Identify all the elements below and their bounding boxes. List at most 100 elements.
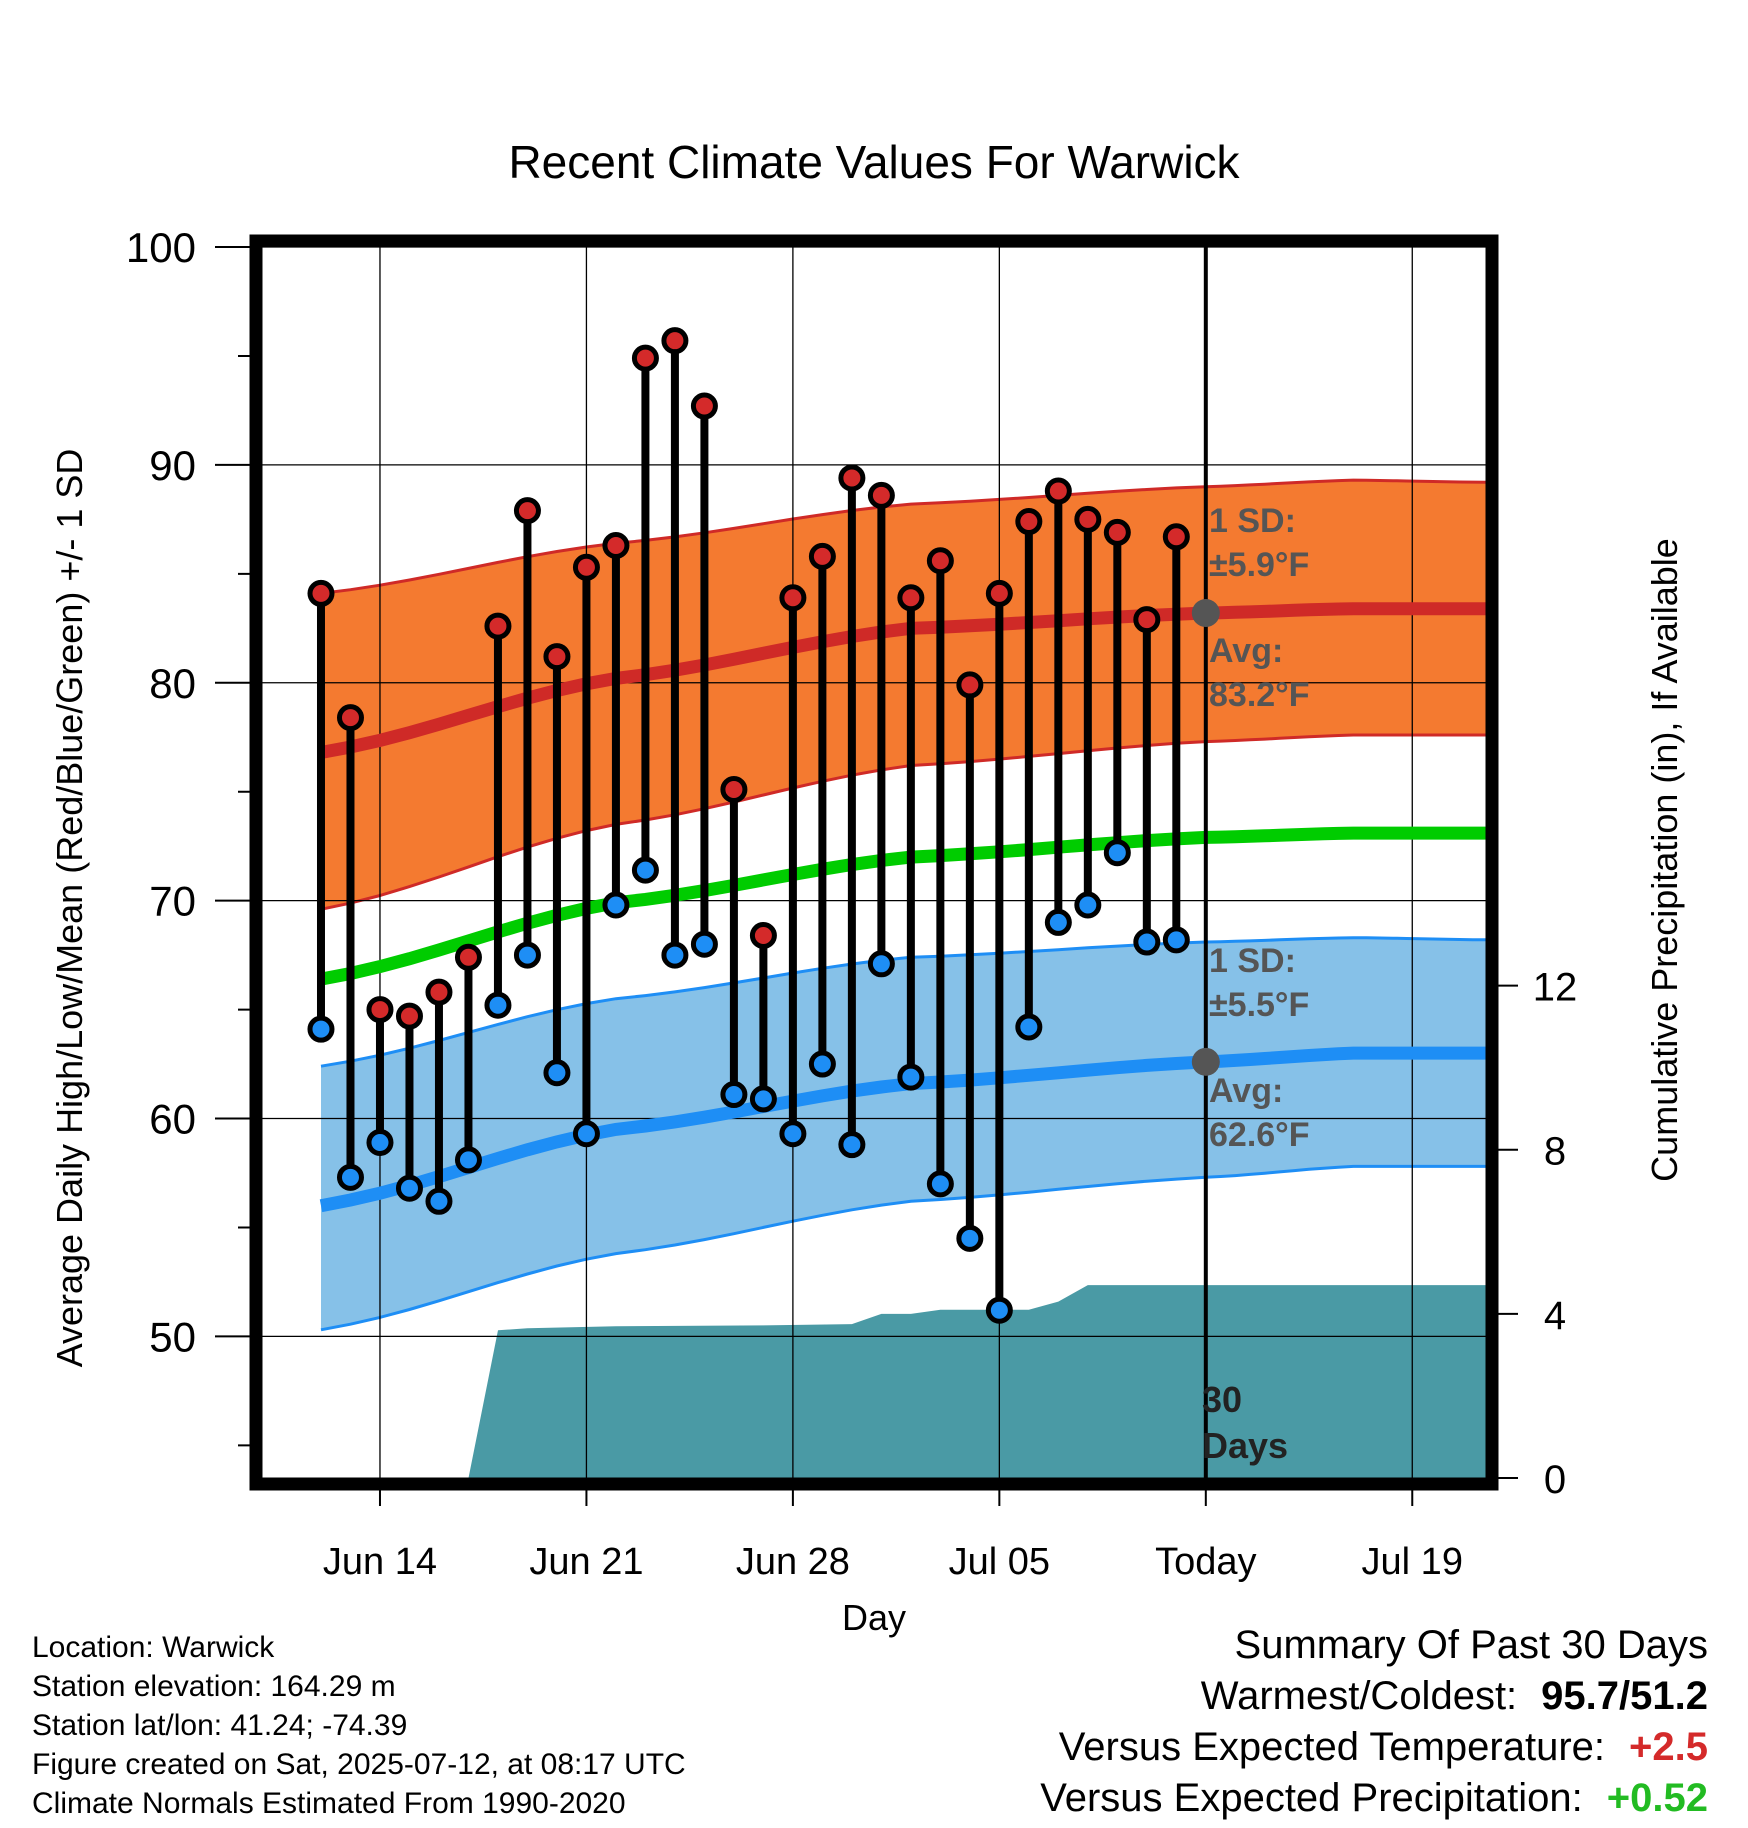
daily-low-point <box>661 941 689 969</box>
daily-low-point <box>366 1128 394 1156</box>
daily-low-point <box>690 930 718 958</box>
daily-low-point <box>1044 908 1072 936</box>
daily-observations <box>307 327 1190 1324</box>
daily-high-point <box>1133 606 1161 634</box>
daily-high-point <box>749 921 777 949</box>
daily-high-point <box>956 671 984 699</box>
station-elevation: Station elevation: 164.29 m <box>32 1670 396 1703</box>
daily-high-point <box>897 584 925 612</box>
low-band-upper-edge <box>320 936 1487 1068</box>
today-high-avg-dot <box>1191 599 1220 628</box>
left-tick-label: 70 <box>149 878 196 925</box>
today-low-avg-dot <box>1191 1047 1220 1076</box>
daily-low-point <box>1133 928 1161 956</box>
low-sd-value: ±5.5°F <box>1209 986 1309 1024</box>
high-sd-label: 1 SD: <box>1209 502 1296 540</box>
daily-low-point <box>838 1131 866 1159</box>
daily-high-point <box>543 643 571 671</box>
summary-panel: Summary Of Past 30 Days Warmest/Coldest:… <box>1040 1620 1708 1824</box>
x-tick-label: Jun 21 <box>529 1541 643 1583</box>
daily-high-point <box>661 327 689 355</box>
x-tick-label: Jun 14 <box>323 1541 437 1583</box>
daily-high-point <box>513 497 541 525</box>
chart-title: Recent Climate Values For Warwick <box>508 136 1240 188</box>
daily-low-point <box>454 1146 482 1174</box>
daily-high-point <box>1044 477 1072 505</box>
low-avg-value: 62.6°F <box>1209 1116 1310 1154</box>
warm-cold-value: 95.7/51.2 <box>1541 1674 1708 1718</box>
daily-low-point <box>336 1163 364 1191</box>
cumulative-precip-area <box>439 1285 1486 1478</box>
figure-created: Figure created on Sat, 2025-07-12, at 08… <box>32 1748 686 1781</box>
daily-high-point <box>395 1002 423 1030</box>
x-axis-label: Day <box>842 1597 906 1638</box>
today-days-word: Days <box>1202 1425 1288 1466</box>
temp-anomaly-label: Versus Expected Temperature: <box>1058 1725 1606 1769</box>
daily-high-point <box>779 584 807 612</box>
daily-high-point <box>307 579 335 607</box>
station-latlon: Station lat/lon: 41.24; -74.39 <box>32 1709 408 1742</box>
right-tick-label: 8 <box>1544 1130 1566 1174</box>
y-axis-label-right: Cumulative Precipitation (in), If Availa… <box>1644 538 1685 1182</box>
x-tick-label: Jul 05 <box>949 1541 1050 1583</box>
low-sd-label: 1 SD: <box>1209 942 1296 980</box>
daily-low-point <box>897 1063 925 1091</box>
plot-border <box>249 234 1499 1491</box>
station-location: Location: Warwick <box>32 1631 275 1664</box>
daily-low-point <box>808 1050 836 1078</box>
daily-low-point <box>867 950 895 978</box>
daily-low-point <box>543 1059 571 1087</box>
daily-low-point <box>720 1081 748 1109</box>
left-tick-label: 100 <box>126 224 196 271</box>
summary-warm-cold: Warmest/Coldest: 95.7/51.2 <box>1040 1671 1708 1722</box>
summary-precip: Versus Expected Precipitation: +0.52 <box>1040 1773 1708 1824</box>
left-tick-label: 90 <box>149 442 196 489</box>
x-tick-label: Today <box>1155 1541 1256 1583</box>
right-tick-label: 0 <box>1544 1458 1566 1502</box>
summary-temp: Versus Expected Temperature: +2.5 <box>1040 1722 1708 1773</box>
daily-low-point <box>956 1224 984 1252</box>
daily-high-point <box>985 579 1013 607</box>
low-band-lower-edge <box>320 1164 1486 1332</box>
daily-high-point <box>838 464 866 492</box>
precip-anomaly-value: +0.52 <box>1606 1776 1708 1820</box>
plot-frame <box>249 234 1499 1491</box>
daily-high-point <box>366 996 394 1024</box>
daily-high-point <box>690 392 718 420</box>
precip-anomaly-label: Versus Expected Precipitation: <box>1040 1776 1583 1820</box>
daily-low-point <box>425 1187 453 1215</box>
daily-low-point <box>602 891 630 919</box>
daily-low-point <box>1162 926 1190 954</box>
axes: 50 60 70 80 90 100 0 4 8 12 Jun 14 Jun 21 Jun 28 Jul … <box>126 224 1577 1583</box>
low-avg-line <box>319 1046 1486 1213</box>
today-days-number: 30 <box>1202 1379 1242 1420</box>
daily-high-point <box>1162 523 1190 551</box>
daily-low-point <box>307 1015 335 1043</box>
daily-low-point <box>484 991 512 1019</box>
x-tick-label: Jul 19 <box>1362 1541 1463 1583</box>
daily-high-point <box>1074 505 1102 533</box>
daily-high-point <box>454 943 482 971</box>
daily-low-point <box>926 1170 954 1198</box>
daily-low-point <box>395 1174 423 1202</box>
band-annotations: 1 SD: ±5.9°F Avg: 83.2°F 1 SD: ±5.5°F Av… <box>1202 502 1310 1466</box>
daily-high-point <box>926 547 954 575</box>
x-tick-label: Jun 28 <box>736 1541 850 1583</box>
low-avg-label: Avg: <box>1209 1072 1283 1110</box>
summary-heading: Summary Of Past 30 Days <box>1234 1623 1708 1667</box>
high-avg-label: Avg: <box>1209 632 1283 670</box>
daily-high-point <box>336 704 364 732</box>
high-sd-value: ±5.9°F <box>1209 546 1309 584</box>
daily-high-point <box>602 531 630 559</box>
left-tick-label: 60 <box>149 1096 196 1143</box>
temp-anomaly-value: +2.5 <box>1629 1725 1708 1769</box>
daily-low-point <box>513 941 541 969</box>
right-tick-label: 12 <box>1533 966 1578 1010</box>
daily-high-point <box>572 553 600 581</box>
right-tick-label: 4 <box>1544 1294 1566 1338</box>
precip-area <box>439 1285 1486 1478</box>
daily-high-point <box>1015 508 1043 536</box>
warm-cold-label: Warmest/Coldest: <box>1200 1674 1518 1718</box>
